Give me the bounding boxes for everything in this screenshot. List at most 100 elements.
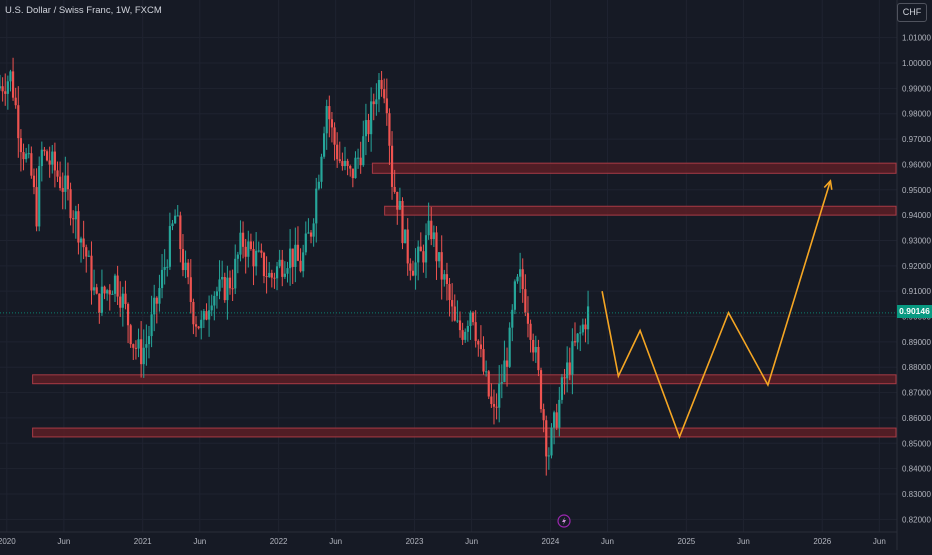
candle-body (79, 238, 83, 243)
candle-body (586, 306, 590, 330)
candles (0, 57, 590, 476)
candle-body (377, 80, 381, 100)
candle-body (140, 339, 143, 365)
resistance-support-zone (32, 427, 897, 438)
candle-body (262, 252, 266, 277)
candle-body (296, 244, 300, 261)
candle-body (401, 200, 404, 244)
y-tick-label: 0.98000 (902, 110, 931, 119)
y-tick-label: 0.85000 (902, 439, 931, 448)
candle-body (129, 325, 132, 345)
candle-body (539, 370, 543, 410)
candle-body (566, 362, 569, 379)
candle-body (385, 98, 388, 114)
candle-body (194, 324, 198, 327)
event-icons (557, 514, 571, 528)
projection-line (601, 180, 832, 440)
candle-body (471, 312, 475, 323)
candle-body (273, 277, 276, 279)
candle-body (558, 399, 561, 428)
candle-body (380, 80, 383, 90)
candle-body (103, 286, 106, 294)
candle-body (14, 97, 17, 106)
candle-body (223, 276, 226, 301)
candle-body (108, 290, 111, 295)
candle-body (202, 311, 205, 320)
candle-body (432, 232, 435, 240)
candle-body (299, 260, 302, 272)
candle-body (500, 382, 503, 384)
candle-body (205, 311, 208, 320)
candle-body (309, 232, 313, 237)
candle-body (226, 277, 229, 301)
candle-body (513, 281, 516, 310)
x-tick-label: 2022 (270, 537, 288, 546)
candle-body (51, 151, 54, 165)
candle-body (474, 322, 477, 341)
candle-body (213, 295, 216, 306)
candle-body (417, 246, 420, 263)
resistance-support-zone (384, 205, 897, 216)
candle-body (346, 160, 349, 166)
candle-body (524, 289, 527, 313)
currency-button[interactable]: CHF (897, 3, 927, 22)
candle-body (396, 191, 399, 210)
candle-body (189, 277, 192, 302)
lightning-icon (557, 514, 571, 528)
candle-body (210, 305, 213, 311)
candle-body (490, 396, 493, 405)
candle-body (563, 377, 566, 379)
candle-body (283, 273, 286, 277)
candle-body (286, 268, 289, 274)
candle-body (317, 181, 320, 189)
candle-body (581, 324, 584, 333)
candle-body (479, 344, 483, 350)
candle-body (30, 153, 33, 176)
candle-body (158, 288, 161, 304)
candle-body (338, 159, 341, 162)
y-tick-label: 0.87000 (902, 389, 931, 398)
candle-body (390, 145, 394, 187)
candle-body (48, 160, 51, 165)
candle-body (87, 255, 90, 257)
candle-body (579, 332, 582, 334)
candle-body (74, 211, 77, 220)
candle-body (32, 175, 36, 188)
candle-body (505, 360, 509, 367)
x-tick-label: Jun (737, 537, 750, 546)
candle-body (100, 286, 104, 313)
candle-body (495, 406, 498, 408)
candle-body (404, 229, 407, 244)
x-tick-label: 2020 (0, 537, 16, 546)
y-tick-label: 0.97000 (902, 135, 931, 144)
candle-body (343, 160, 347, 167)
candle-body (215, 291, 219, 296)
candle-body (336, 144, 339, 160)
candle-body (315, 188, 318, 224)
candle-body (221, 276, 224, 280)
candle-body (281, 259, 284, 277)
candle-body (77, 211, 80, 243)
candle-body (542, 409, 545, 421)
candle-body (111, 293, 114, 295)
candle-body (19, 138, 23, 153)
candle-body (529, 323, 532, 340)
candle-body (244, 246, 247, 257)
candle-body (98, 293, 101, 313)
candle-body (469, 312, 472, 326)
candle-body (576, 333, 579, 343)
candle-body (1, 86, 4, 92)
candle-body (330, 119, 334, 128)
candle-body (150, 314, 153, 337)
candle-body (132, 344, 135, 348)
candle-body (53, 151, 56, 171)
candle-body (181, 249, 185, 271)
candle-body (435, 232, 438, 262)
candle-body (370, 101, 373, 135)
candle-body (184, 262, 187, 271)
candle-body (547, 455, 550, 457)
candle-body (207, 310, 211, 320)
candle-body (289, 248, 292, 269)
